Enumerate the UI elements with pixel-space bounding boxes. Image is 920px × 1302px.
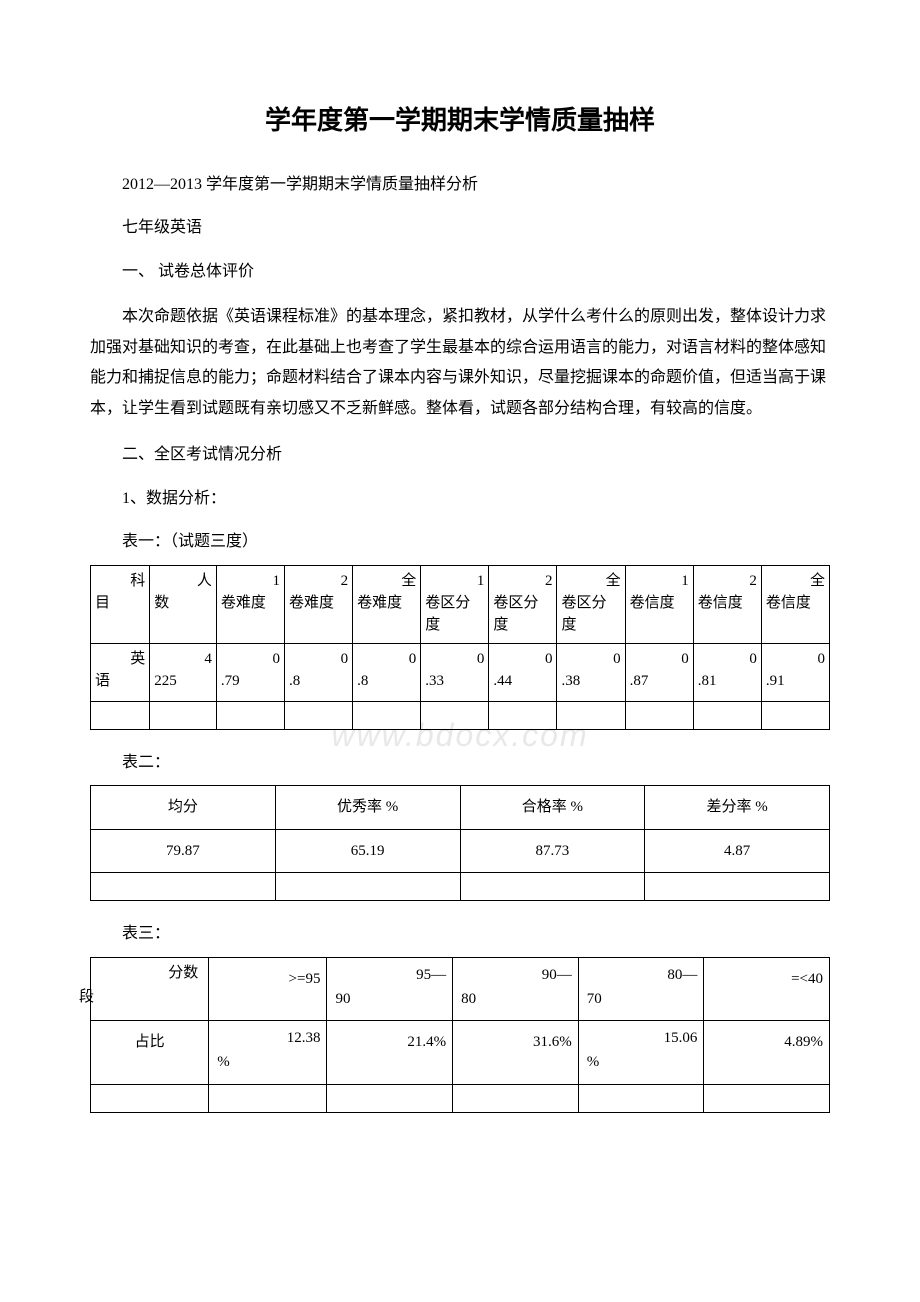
grade-subject-line: 七年级英语 xyxy=(90,215,830,241)
table2-d3: 4.87 xyxy=(645,829,830,873)
table2-h1: 优秀率 % xyxy=(275,786,460,830)
table1-d3: 0.8 xyxy=(284,643,352,701)
table2-data-row: 79.87 65.19 87.73 4.87 xyxy=(91,829,830,873)
table3-d0: 12.38% xyxy=(209,1021,327,1085)
table2-h3: 差分率 % xyxy=(645,786,830,830)
table1-label: 表一：（试题三度） xyxy=(90,529,830,555)
table1-h6: 2卷区分度 xyxy=(489,565,557,643)
table3-d4: 4.89% xyxy=(704,1021,830,1085)
table1-d10: 0.91 xyxy=(761,643,829,701)
document-container: 学年度第一学期期末学情质量抽样 2012—2013 学年度第一学期期末学情质量抽… xyxy=(90,100,830,1113)
table3-data-row: 占比 12.38% 21.4% 31.6% 15.06% 4.89% xyxy=(91,1021,830,1085)
table3-h3: 90—80 xyxy=(453,957,579,1021)
table1-h0: 科目 xyxy=(91,565,150,643)
table3-d3: 15.06% xyxy=(578,1021,704,1085)
table3-d2: 31.6% xyxy=(453,1021,579,1085)
table1-h4: 全卷难度 xyxy=(353,565,421,643)
table3-h1: >=95 xyxy=(209,957,327,1021)
table2: 均分 优秀率 % 合格率 % 差分率 % 79.87 65.19 87.73 4… xyxy=(90,785,830,901)
table1-data-row: 英语 4225 0.79 0.8 0.8 0.33 0.44 0.38 0.87… xyxy=(91,643,830,701)
table3-h4: 80—70 xyxy=(578,957,704,1021)
section1-heading: 一、 试卷总体评价 xyxy=(90,259,830,285)
table3-h2: 95—90 xyxy=(327,957,453,1021)
table1-d0: 英语 xyxy=(91,643,150,701)
table1-h8: 1卷信度 xyxy=(625,565,693,643)
table3-d1: 21.4% xyxy=(327,1021,453,1085)
table1-d6: 0.44 xyxy=(489,643,557,701)
table1-header-row: 科目 人数 1卷难度 2卷难度 全卷难度 1卷区分度 2卷区分度 全卷区分度 1… xyxy=(91,565,830,643)
table3-h0: 分数 段 xyxy=(91,957,209,1021)
table1-h1: 人数 xyxy=(150,565,217,643)
table1-d2: 0.79 xyxy=(216,643,284,701)
subtitle-line: 2012—2013 学年度第一学期期末学情质量抽样分析 xyxy=(90,172,830,198)
table3: 分数 段 >=95 95—90 90—80 80—70 =<40 占比 12.3… xyxy=(90,957,830,1113)
table1-d4: 0.8 xyxy=(353,643,421,701)
table1-h7: 全卷区分度 xyxy=(557,565,625,643)
table3-header-row: 分数 段 >=95 95—90 90—80 80—70 =<40 xyxy=(91,957,830,1021)
section2-heading: 二、全区考试情况分析 xyxy=(90,442,830,468)
table3-h5: =<40 xyxy=(704,957,830,1021)
table2-d0: 79.87 xyxy=(91,829,276,873)
table2-label: 表二： xyxy=(90,750,830,776)
table3-empty-row xyxy=(91,1084,830,1112)
table2-header-row: 均分 优秀率 % 合格率 % 差分率 % xyxy=(91,786,830,830)
section2-sub1: 1、数据分析： xyxy=(90,486,830,512)
table1-d5: 0.33 xyxy=(421,643,489,701)
table1-d9: 0.81 xyxy=(693,643,761,701)
table2-d2: 87.73 xyxy=(460,829,645,873)
table1-h10: 全卷信度 xyxy=(761,565,829,643)
table1-d1: 4225 xyxy=(150,643,217,701)
table2-h0: 均分 xyxy=(91,786,276,830)
page-title: 学年度第一学期期末学情质量抽样 xyxy=(90,100,830,142)
table3-label: 表三： xyxy=(90,921,830,947)
table1-d7: 0.38 xyxy=(557,643,625,701)
table1-d8: 0.87 xyxy=(625,643,693,701)
section1-body: 本次命题依据《英语课程标准》的基本理念，紧扣教材，从学什么考什么的原则出发，整体… xyxy=(90,302,830,424)
table3-rowlabel: 占比 xyxy=(91,1021,209,1085)
table1: 科目 人数 1卷难度 2卷难度 全卷难度 1卷区分度 2卷区分度 全卷区分度 1… xyxy=(90,565,830,730)
table1-empty-row xyxy=(91,701,830,729)
table2-h2: 合格率 % xyxy=(460,786,645,830)
table2-empty-row xyxy=(91,873,830,901)
table1-h3: 2卷难度 xyxy=(284,565,352,643)
table1-h2: 1卷难度 xyxy=(216,565,284,643)
table1-h9: 2卷信度 xyxy=(693,565,761,643)
table2-d1: 65.19 xyxy=(275,829,460,873)
table1-h5: 1卷区分度 xyxy=(421,565,489,643)
